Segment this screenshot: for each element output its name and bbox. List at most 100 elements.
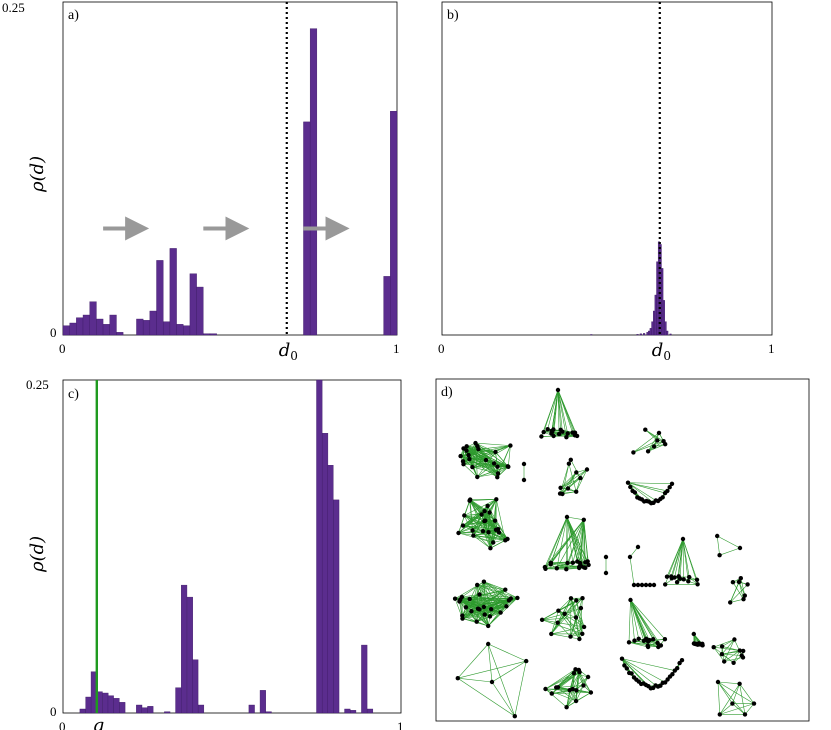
network-edge bbox=[579, 598, 583, 640]
network-node bbox=[645, 449, 651, 454]
network-edge bbox=[557, 389, 578, 437]
panel-a-ylabel: ρ(d) bbox=[27, 156, 48, 193]
panel-c-ylabel: ρ(d) bbox=[27, 536, 48, 573]
network-edge bbox=[545, 669, 576, 690]
network-node bbox=[719, 644, 725, 649]
panel-b-bar bbox=[648, 330, 651, 336]
network-edge bbox=[490, 520, 496, 549]
panel-a-xtick-label: d0 bbox=[279, 340, 298, 363]
panel-a-bar bbox=[69, 322, 77, 336]
network-node bbox=[506, 464, 511, 469]
network-node bbox=[492, 518, 498, 523]
network-edge bbox=[469, 500, 496, 521]
panel-a-bar bbox=[96, 318, 104, 336]
network-edge bbox=[491, 597, 518, 610]
network-edge bbox=[473, 535, 491, 549]
network-edge bbox=[479, 581, 485, 595]
network-nodes bbox=[619, 656, 685, 691]
network-node bbox=[541, 429, 546, 435]
network-edge bbox=[483, 581, 518, 599]
panel-b-bar bbox=[669, 333, 672, 336]
network-node bbox=[466, 452, 471, 458]
panel-a-ytick-top: 0.25 bbox=[2, 0, 25, 15]
network-graph bbox=[542, 514, 591, 572]
network-node bbox=[588, 690, 594, 695]
network-node bbox=[568, 634, 573, 639]
network-edge bbox=[465, 607, 477, 622]
panel-a-bar bbox=[89, 301, 97, 336]
network-node bbox=[577, 636, 582, 642]
network-node bbox=[736, 579, 742, 585]
network-node bbox=[574, 598, 579, 603]
panel-c-bar bbox=[259, 690, 266, 714]
network-node bbox=[643, 637, 649, 642]
panel-c-bar bbox=[164, 711, 171, 714]
network-node bbox=[742, 593, 747, 598]
network-edge bbox=[469, 500, 489, 533]
network-edge bbox=[457, 677, 493, 683]
network-edge bbox=[729, 581, 740, 603]
network-node bbox=[655, 640, 660, 646]
network-edge bbox=[462, 614, 485, 616]
network-node bbox=[626, 640, 632, 645]
panel-b-bar bbox=[661, 268, 664, 336]
panel-b-bar bbox=[651, 321, 654, 336]
network-nodes bbox=[631, 427, 668, 455]
panel-a-bar bbox=[109, 314, 117, 336]
network-edge bbox=[630, 599, 639, 639]
panel-a-bar bbox=[102, 324, 110, 336]
network-edge bbox=[547, 389, 559, 430]
panel-c-bar bbox=[350, 710, 357, 714]
network-node bbox=[660, 495, 665, 500]
network-edge bbox=[575, 685, 584, 702]
network-node bbox=[493, 449, 498, 455]
network-edge bbox=[633, 440, 658, 453]
network-nodes bbox=[557, 457, 590, 497]
network-edge bbox=[717, 681, 721, 715]
panel-c-bar bbox=[367, 708, 374, 714]
network-node bbox=[574, 489, 579, 494]
panel-a-bar bbox=[142, 320, 151, 336]
network-edge bbox=[477, 445, 496, 453]
panel-b-bar bbox=[653, 310, 656, 336]
network-node bbox=[624, 666, 629, 671]
network-node bbox=[471, 533, 476, 538]
network-edge bbox=[487, 643, 516, 717]
network-edge bbox=[739, 683, 755, 704]
panel-b-bar bbox=[639, 333, 642, 336]
network-node bbox=[674, 580, 680, 585]
panel-a-bar bbox=[203, 333, 211, 336]
network-edge bbox=[487, 643, 493, 683]
network-edge bbox=[464, 515, 494, 543]
network-node bbox=[670, 672, 675, 677]
network-edge bbox=[476, 584, 501, 613]
network-edge bbox=[487, 505, 489, 533]
network-node bbox=[741, 648, 746, 654]
panel-c-bar bbox=[141, 707, 148, 714]
network-edge bbox=[621, 658, 666, 683]
panel-b-bar bbox=[636, 334, 639, 336]
panel-b-frame bbox=[441, 1, 773, 336]
network-nodes bbox=[715, 679, 757, 717]
network-edge bbox=[461, 594, 480, 598]
network-node bbox=[631, 450, 636, 455]
network-edge bbox=[483, 581, 492, 610]
network-node bbox=[737, 681, 742, 686]
panel-c-bar bbox=[322, 433, 329, 714]
network-node bbox=[556, 608, 561, 613]
network-edge bbox=[567, 519, 585, 564]
network-node bbox=[495, 475, 500, 480]
panel-c-bar bbox=[147, 706, 154, 714]
panel-c-bar bbox=[181, 584, 188, 714]
panel-a-bar bbox=[183, 325, 191, 336]
network-node bbox=[482, 509, 487, 514]
network-edge bbox=[471, 584, 478, 612]
network-edge bbox=[627, 482, 673, 485]
panel-c-ytick-zero: 0 bbox=[50, 704, 57, 719]
network-edge bbox=[491, 660, 527, 683]
network-node bbox=[568, 457, 573, 462]
network-node bbox=[711, 645, 716, 650]
panel-b-bar bbox=[664, 321, 667, 336]
network-edge bbox=[477, 473, 499, 478]
network-edge bbox=[558, 610, 583, 635]
